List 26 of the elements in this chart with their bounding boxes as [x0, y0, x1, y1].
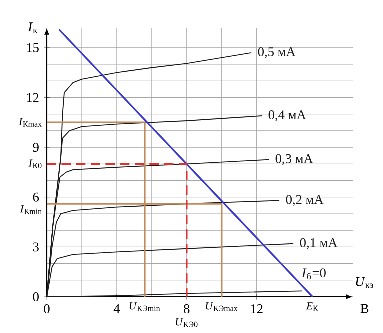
series-label: 0,4 мA	[268, 110, 306, 122]
annotation: U$_{КЭ0}$	[176, 318, 198, 328]
x-tick-label: 4	[114, 304, 120, 314]
series-label: 0,3 мA	[276, 154, 314, 166]
y-tick-label: 12	[27, 93, 39, 102]
y-tick-label: 0	[33, 292, 39, 302]
y-tick-label: 15	[27, 43, 39, 52]
text: В	[360, 304, 369, 314]
annotation: I$_{Кmax}$	[18, 118, 42, 127]
y-axis-title: I$_{к}$	[28, 22, 38, 34]
x-tick-label: 12	[251, 304, 263, 314]
annotation: E$_{К}$	[306, 302, 318, 312]
x-axis-title: U$_{кэ}$	[356, 277, 374, 288]
y-tick-label: 6	[33, 192, 40, 202]
x-tick-label: 8	[184, 304, 190, 314]
y-tick-label: 3	[33, 242, 39, 252]
x-tick-label: 0	[44, 304, 50, 314]
annotation: I$_{К0}$	[28, 160, 42, 169]
annotation: U$_{КЭmin}$	[130, 302, 160, 312]
annotation: U$_{КЭmax}$	[206, 302, 238, 312]
series-label: 0,5 мA	[258, 47, 296, 58]
series-label: I$_{б}$=0	[302, 268, 326, 280]
annotation: I$_{Кmin}$	[20, 206, 42, 214]
series-label: 0,2 мA	[286, 195, 324, 206]
y-tick-label: 9	[33, 143, 39, 152]
series-label: 0,1 мA	[300, 238, 338, 250]
